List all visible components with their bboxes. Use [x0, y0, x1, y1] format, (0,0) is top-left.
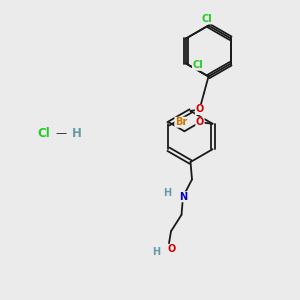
Text: Br: Br	[175, 117, 187, 127]
Text: Cl: Cl	[37, 127, 50, 140]
Text: Cl: Cl	[192, 60, 203, 70]
Text: O: O	[195, 104, 204, 115]
Text: O: O	[196, 117, 204, 127]
Text: Cl: Cl	[202, 14, 212, 24]
Text: —: —	[56, 128, 67, 139]
Text: H: H	[72, 127, 81, 140]
Text: N: N	[179, 192, 187, 202]
Text: H: H	[152, 247, 161, 257]
Text: O: O	[167, 244, 176, 254]
Text: H: H	[163, 188, 172, 198]
